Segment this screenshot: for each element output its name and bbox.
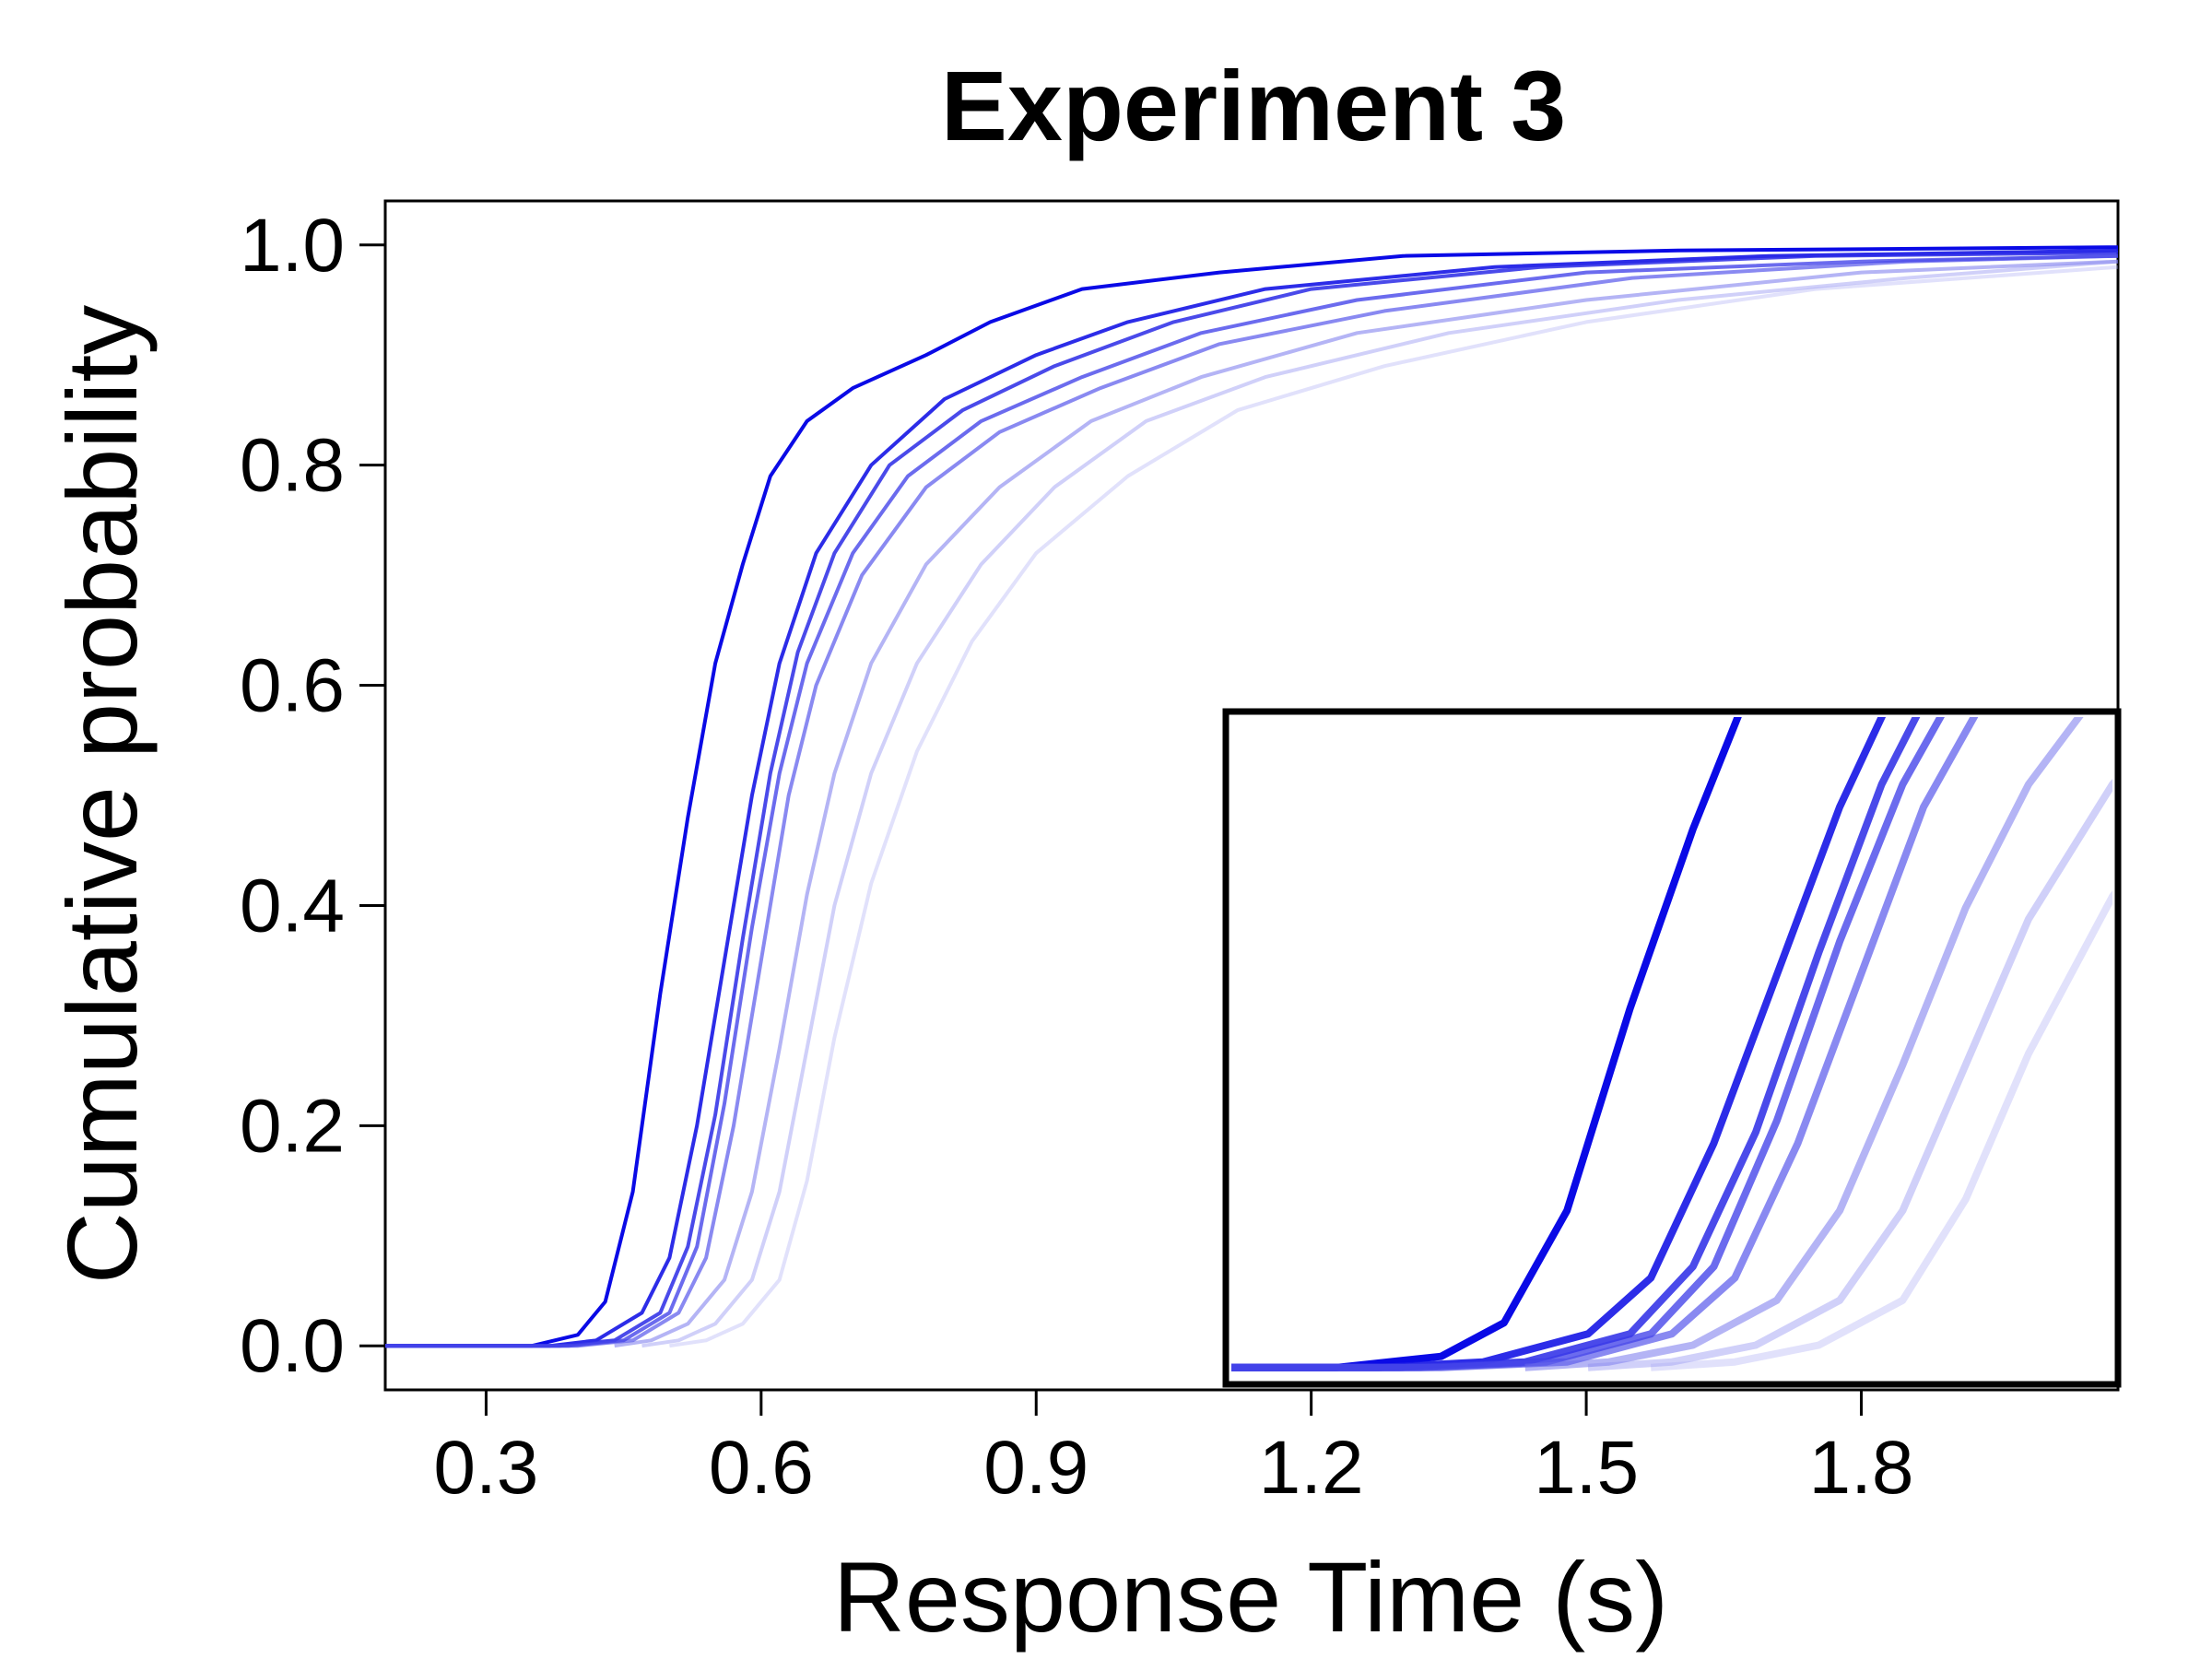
x-tick-label: 0.9 [983,1426,1088,1510]
x-tick-label: 0.6 [709,1426,814,1510]
y-tick-label: 0.8 [240,424,345,508]
y-tick-label: 0.0 [240,1304,345,1388]
series-line-8 [669,265,2119,1348]
inset-series-layer [1231,717,2112,1371]
inset-zoom-panel [1222,708,2122,1388]
inset-series-line-4 [1231,717,1945,1371]
inset-series-line-2 [1231,717,1887,1371]
inset-frame [1222,708,2122,1388]
series-layer [385,245,2119,1348]
x-tick-label: 1.8 [1808,1426,1913,1510]
x-tick-label: 1.5 [1534,1426,1639,1510]
series-line-3 [385,251,2119,1348]
series-line-6 [614,259,2119,1348]
y-axis: 0.0 0.2 0.4 0.6 0.8 1.0 [240,204,385,1388]
series-line-2 [385,248,2119,1348]
x-axis: 0.3 0.6 0.9 1.2 1.5 1.8 [433,1390,1913,1510]
y-tick-label: 0.6 [240,644,345,728]
inset-series-line-6 [1524,717,2084,1371]
y-axis-label: Cumulative probability [46,305,158,1285]
y-tick-label: 0.2 [240,1084,345,1168]
inset-series-line-8 [1650,890,2112,1371]
inset-series-line-5 [1231,717,1979,1371]
inset-series-line-3 [1231,717,1921,1371]
series-line-5 [385,253,2119,1348]
x-axis-label: Response Time (s) [833,1541,1668,1653]
chart-title: Experiment 3 [941,50,1566,161]
y-tick-label: 1.0 [240,204,345,288]
x-tick-label: 0.3 [433,1426,538,1510]
series-line-4 [385,253,2119,1348]
series-line-7 [641,259,2119,1348]
y-tick-label: 0.4 [240,864,345,947]
inset-series-line-7 [1587,779,2112,1371]
series-line-1 [385,245,2119,1348]
inset-series-line-1 [1231,717,1742,1371]
x-tick-label: 1.2 [1259,1426,1364,1510]
